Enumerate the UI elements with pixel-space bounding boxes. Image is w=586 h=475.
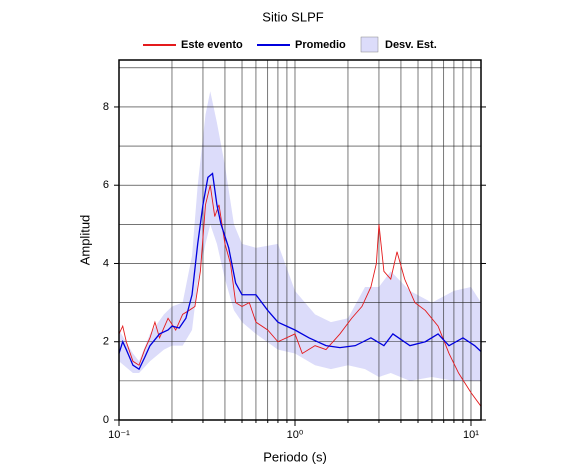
std-band (119, 91, 481, 381)
y-tick-label: 2 (103, 336, 109, 348)
legend-label: Promedio (295, 39, 346, 51)
x-tick-label: 10¹ (463, 429, 479, 441)
series-line (118, 172, 482, 371)
legend-label: Este evento (181, 39, 243, 51)
y-axis-label: Amplitud (77, 215, 92, 266)
plot-frame (118, 59, 482, 421)
legend-swatch (360, 36, 379, 53)
x-axis-label: Periodo (s) (263, 449, 327, 464)
x-tick-label: 10⁻¹ (108, 429, 130, 441)
y-tick-label: 4 (103, 257, 109, 269)
y-tick-label: 6 (103, 179, 109, 191)
x-tick-label: 10⁰ (287, 429, 304, 441)
chart-title: Sitio SLPF (262, 9, 323, 24)
y-tick-label: 0 (103, 414, 109, 426)
y-tick-label: 8 (103, 101, 109, 113)
legend-label: Desv. Est. (385, 39, 437, 51)
